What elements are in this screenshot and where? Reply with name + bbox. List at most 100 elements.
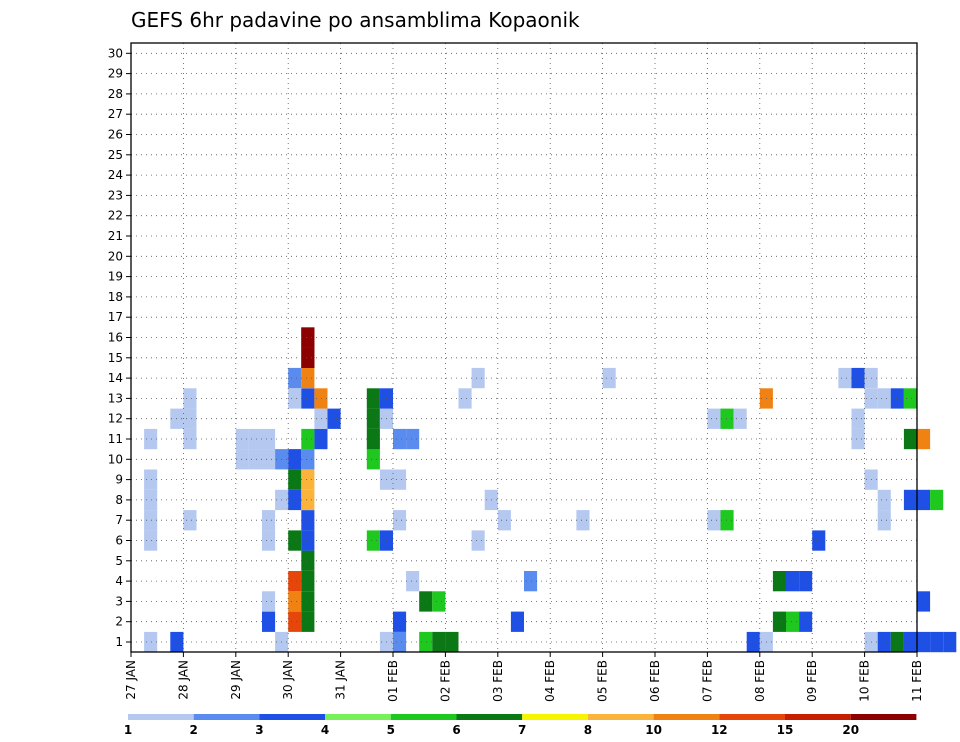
legend-swatch [719, 714, 785, 720]
precip-cell [877, 489, 891, 511]
x-tick-label: 03 FEB [491, 660, 505, 702]
legend-label: 2 [190, 723, 198, 737]
precip-cell [248, 449, 262, 470]
legend-swatch [193, 714, 260, 720]
x-axis: 27 JAN 28 JAN 29 JAN 30 JAN 31 JAN 01 FEB 02 F… [124, 652, 924, 702]
precip-cell [838, 367, 852, 389]
legend-label: 4 [321, 723, 329, 737]
x-tick-label: 11 FEB [910, 660, 924, 702]
y-tick-label: 17 [108, 310, 123, 324]
precip-cell [327, 408, 341, 429]
precip-cell [930, 631, 944, 653]
x-tick-label: 29 JAN [229, 660, 243, 700]
precip-cell [772, 571, 786, 592]
precip-cell [903, 388, 917, 409]
y-tick-label: 7 [115, 513, 123, 527]
precip-cell [812, 530, 826, 551]
y-tick-label: 1 [115, 635, 123, 649]
precip-cell [707, 510, 721, 531]
legend-swatch [785, 714, 851, 720]
precip-cell [366, 449, 380, 470]
x-tick-label: 09 FEB [805, 660, 819, 702]
precip-cell [786, 611, 800, 632]
color-legend: 1 2 3 4 5 6 7 8 10 12 15 20 [124, 714, 917, 737]
precip-cell [301, 428, 315, 450]
y-tick-label: 15 [108, 351, 123, 365]
precip-cell [720, 510, 734, 531]
y-tick-label: 9 [115, 473, 123, 487]
y-tick-label: 25 [108, 148, 123, 162]
legend-swatch [653, 714, 720, 720]
legend-swatch [522, 714, 588, 720]
legend-label: 6 [452, 723, 460, 737]
y-tick-label: 24 [108, 168, 123, 182]
y-tick-label: 27 [108, 107, 123, 121]
x-tick-label: 02 FEB [438, 660, 452, 702]
y-tick-label: 20 [108, 249, 123, 263]
precip-cell [917, 591, 931, 612]
y-tick-label: 5 [115, 554, 123, 568]
precip-cell [877, 631, 891, 653]
precip-cell [707, 408, 721, 429]
precip-cell [471, 530, 485, 551]
x-tick-label: 05 FEB [596, 660, 610, 702]
legend-label: 8 [584, 723, 592, 737]
chart-title: GEFS 6hr padavine po ansamblima Kopaonik [131, 8, 580, 32]
legend-label: 5 [387, 723, 395, 737]
x-tick-label: 31 JAN [334, 660, 348, 700]
precip-cell [248, 428, 262, 450]
y-tick-label: 28 [108, 87, 123, 101]
precip-cell [183, 388, 197, 409]
precip-cell [314, 408, 328, 429]
precip-cell [917, 428, 931, 450]
y-tick-label: 12 [108, 412, 123, 426]
precip-cell [301, 611, 315, 632]
x-tick-label: 06 FEB [648, 660, 662, 702]
precip-cell [301, 469, 315, 490]
precip-cell [786, 571, 800, 592]
precip-cell [903, 489, 917, 511]
precip-cell [366, 428, 380, 450]
y-tick-label: 23 [108, 188, 123, 202]
precip-cell [288, 449, 302, 470]
precip-cell [288, 591, 302, 612]
x-tick-label: 10 FEB [858, 660, 872, 702]
precip-cell [877, 510, 891, 531]
y-tick-label: 19 [108, 270, 123, 284]
y-tick-label: 30 [108, 46, 123, 60]
y-tick-label: 4 [115, 574, 123, 588]
precip-cell [393, 469, 407, 490]
precip-cell [733, 408, 747, 429]
precip-cell [432, 631, 446, 653]
precip-cell [366, 530, 380, 551]
legend-swatch [325, 714, 391, 720]
precip-cell [890, 388, 904, 409]
precip-cell [262, 611, 276, 632]
x-tick-label: 04 FEB [543, 660, 557, 702]
legend-label: 10 [645, 723, 662, 737]
precip-cell [366, 388, 380, 409]
precip-cell [301, 489, 315, 511]
precip-cell [524, 571, 538, 592]
precip-cell [301, 530, 315, 551]
precip-cell [458, 388, 472, 409]
legend-swatch [456, 714, 523, 720]
precip-cell [144, 489, 158, 511]
legend-label: 3 [255, 723, 263, 737]
precip-cell [144, 428, 158, 450]
legend-label: 15 [777, 723, 794, 737]
precip-cell [301, 591, 315, 612]
legend-label: 12 [711, 723, 728, 737]
precip-cell [471, 367, 485, 389]
precip-cell [301, 367, 315, 389]
precip-cell [288, 388, 302, 409]
precip-cell [419, 591, 433, 612]
x-tick-label: 28 JAN [176, 660, 190, 700]
precip-cell [917, 489, 931, 511]
precip-cell [144, 510, 158, 531]
precip-cell [235, 449, 249, 470]
precip-cell [432, 591, 446, 612]
precip-cell [183, 510, 197, 531]
precip-cell [406, 571, 420, 592]
precip-cell [419, 631, 433, 653]
